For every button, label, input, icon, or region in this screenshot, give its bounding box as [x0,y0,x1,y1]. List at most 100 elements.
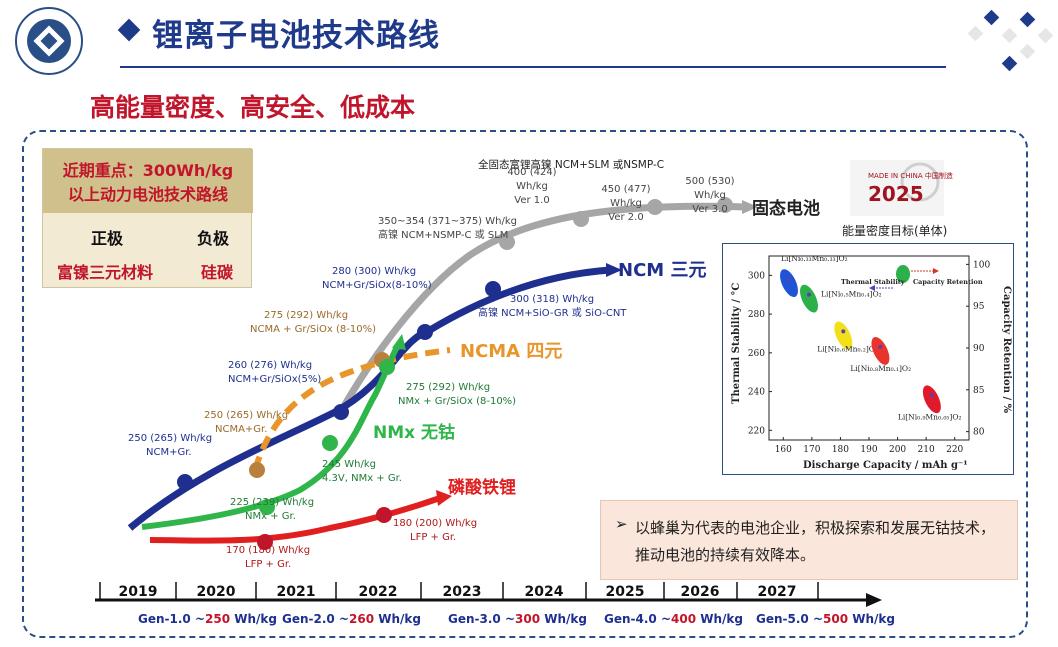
legend-capacity: Capacity Retention [913,278,983,286]
made-in-china-badge: MADE IN CHINA 中国制造 2025 [850,160,953,216]
solid-state-label: 固态电池 [752,198,820,219]
gen-name: Gen-2.0 [282,612,335,626]
note-text: 以蜂巢为代表的电池企业，积极探索和发展无钴技术，推动电池的持续有效降本。 [635,519,996,564]
legend-arrow-left-icon [869,285,875,291]
annotation-line: 275 (292) Wh/kg [264,310,348,321]
gen-sep: ~ [501,612,515,626]
gen-sep: ~ [191,612,205,626]
marker-dot [322,435,338,451]
nmx-arrow-icon [392,334,406,350]
y-left-tick-label: 260 [748,349,765,359]
marker-dot [379,359,395,375]
marker-dot [499,234,515,250]
annotation-line: Ver 2.0 [608,212,643,223]
lfp-label: 磷酸铁锂 [448,477,516,498]
annotation-line: 高镍 NCM+NSMP-C 或 SLM [378,228,508,241]
badge-caption: 能量密度目标(单体) [842,223,947,238]
scatter-marker [807,292,811,297]
note-box: ➢ 以蜂巢为代表的电池企业，积极探索和发展无钴技术，推动电池的持续有效降本。 [600,500,1018,580]
annotation-line: Wh/kg [516,181,548,192]
y-axis-left-label: Thermal Stability / °C [731,283,742,404]
x-axis-label: Discharge Capacity / mAh g⁻¹ [803,460,968,471]
y-left-tick-label: 240 [748,388,765,398]
scatter-point-label: Li[Ni₀.₈Mn₀.₁]O₂ [850,364,911,373]
scatter-point [834,321,853,350]
x-tick-label: 180 [832,445,849,455]
gen-name: Gen-1.0 [138,612,191,626]
gen-name: Gen-3.0 [448,612,501,626]
scatter-point [871,336,890,365]
gen-target: Gen-3.0 ~300 Wh/kg [448,612,587,626]
gen-sep: ~ [809,612,823,626]
annotation-line: LFP + Gr. [410,532,456,543]
ncm-markers [177,281,501,490]
y-right-tick-label: 95 [973,302,985,312]
inset-chart: Thermal Stability / °C Capacity Retentio… [722,243,1014,475]
year-label: 2019 [119,584,158,600]
annotation-line: 400 (424) [507,167,556,178]
university-logo [14,6,84,76]
positive-header: 正极 [91,229,124,248]
inset-chart-svg: Thermal Stability / °C Capacity Retentio… [731,254,1012,471]
solid-top-label: 全固态富锂高镍 NCM+SLM 或NSMP-C [478,158,664,171]
annotation-line: 高镍 NCM+SiO-GR 或 SiO-CNT [478,306,627,319]
badge-swirl-icon [900,162,940,202]
marker-dot [249,462,265,478]
annotation-line: 225 (239) Wh/kg [230,497,314,508]
page-subtitle: 高能量密度、高安全、低成本 [90,93,416,122]
annotation-line: 450 (477) [601,184,650,195]
gen-target: Gen-5.0 ~500 Wh/kg [756,612,895,626]
marker-dot [573,211,589,227]
ncma-curve [252,347,451,471]
year-label: 2025 [606,584,645,600]
timeline-ticks [99,582,819,600]
positive-value: 富镍三元材料 [57,263,154,282]
annotation-line: Ver 1.0 [514,195,549,206]
focus-title-line2: 以上动力电池技术路线 [67,185,228,204]
annotation-line: Wh/kg [610,198,642,209]
lfp-curve [149,495,441,544]
lfp-arrow-icon [436,490,452,506]
legend-thermal: Thermal Stability [841,278,905,286]
badge-small-text: MADE IN CHINA 中国制造 [868,171,953,180]
ncm-label: NCM 三元 [618,260,706,281]
y-axis-right-label: Capacity Retention / % [1001,286,1012,414]
scatter-point [922,385,941,414]
scatter-marker [787,277,791,282]
annotation-line: NCM+Gr. [146,447,192,458]
content-frame [22,130,1028,638]
annotation-line: 245 Wh/kg [322,459,376,470]
inset-legend: Thermal Stability Capacity Retention [841,268,983,291]
gen-sep: ~ [657,612,671,626]
y-right-tick-label: 90 [973,344,985,354]
marker-dot [259,499,275,515]
gen-sep: ~ [335,612,349,626]
y-right-tick-label: 85 [973,386,985,396]
scatter-marker [929,393,934,398]
annotation-line: 350~354 (371~375) Wh/kg [378,216,517,227]
scatter-point-label: Li[Ni₀.₃₃Mn₀.₃₃]O₂ [781,254,848,263]
scatter-marker [841,329,846,334]
marker-dot [717,197,733,213]
nmx-curve [141,343,401,530]
marker-dot [647,199,663,215]
annotation-line: 275 (292) Wh/kg [406,382,490,393]
year-label: 2026 [681,584,720,600]
focus-box: 近期重点：300Wh/kg 以上动力电池技术路线 正极 负极 富镍三元材料 硅碳 [42,148,253,288]
annotation-line: NCMA+Gr. [215,424,267,435]
annotation-line: NCM+Gr/SiOx(8-10%) [322,280,432,291]
gen-value: 250 [205,612,230,626]
annotation-line: NCMA + Gr/SiOx (8-10%) [250,324,376,335]
annotation-line: Wh/kg [694,190,726,201]
ncma-label: NCMA 四元 [460,341,562,362]
focus-title-line1: 近期重点：300Wh/kg [62,161,234,180]
nmx-label: NMx 无钴 [373,422,455,443]
badge-number: 2025 [868,182,924,206]
gen-value: 300 [515,612,540,626]
annotation-line: 300 (318) Wh/kg [510,294,594,305]
annotation-line: NCM+Gr/SiOx(5%) [228,374,321,385]
gen-target: Gen-1.0 ~250 Wh/kg [138,612,277,626]
title-divider [120,66,946,68]
gen-unit: Wh/kg [374,612,421,626]
